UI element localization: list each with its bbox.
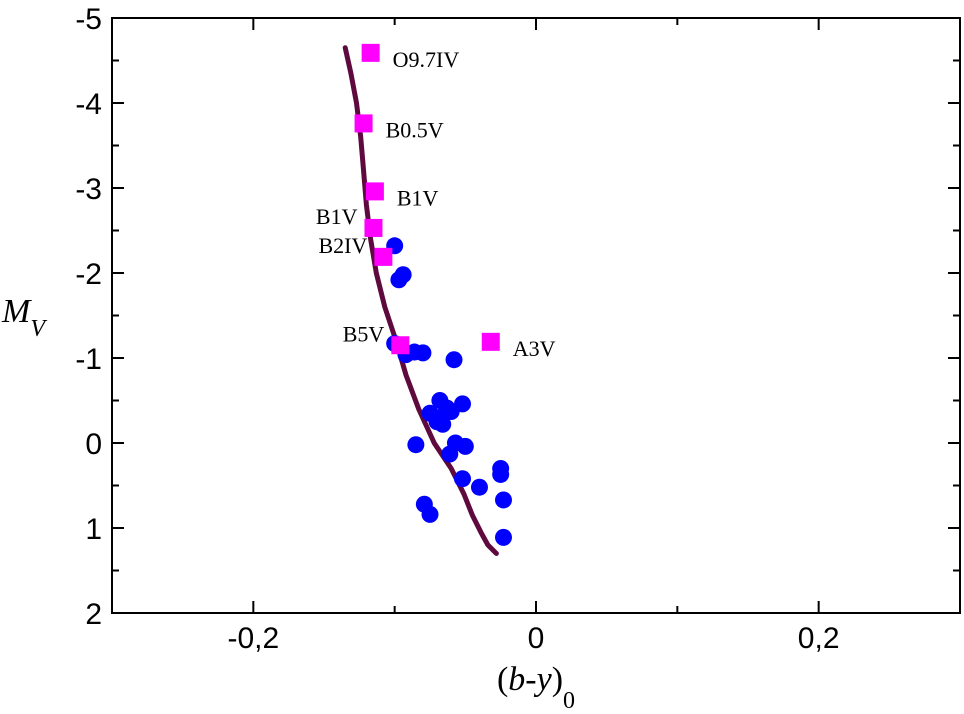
y-tick-label: 0: [85, 428, 102, 461]
x-tick-labels: -0,2 0 0,2: [227, 622, 839, 655]
standard-star-point: [481, 332, 500, 351]
star-point: [414, 344, 432, 362]
standard-star-point: [374, 247, 393, 266]
star-point: [421, 505, 439, 523]
spectral-type-label: B1V: [397, 185, 439, 210]
y-tick-label: -3: [75, 173, 102, 206]
x-tick-label: 0,2: [798, 622, 840, 655]
y-tick-label: -4: [75, 88, 102, 121]
y-tick-label: 1: [85, 513, 102, 546]
y-axis-title: MV: [1, 293, 47, 342]
tick-marks: [111, 17, 961, 614]
y-tick-label: -1: [75, 343, 102, 376]
plot-frame: [111, 17, 961, 614]
standard-labels: O9.7IV B0.5V B1V B1V B2IV B5V A3V: [316, 47, 556, 361]
spectral-type-label: B0.5V: [386, 117, 444, 142]
star-point: [494, 491, 512, 509]
y-tick-label: 2: [85, 598, 102, 631]
star-point: [454, 470, 472, 488]
spectral-type-label: A3V: [513, 336, 556, 361]
standard-star-point: [361, 43, 380, 62]
x-tick-label: -0,2: [227, 622, 279, 655]
spectral-type-label: O9.7IV: [393, 47, 460, 72]
star-point: [445, 351, 463, 369]
star-point: [456, 437, 474, 455]
y-tick-labels: -5 -4 -3 -2 -1 0 1 2: [75, 3, 102, 631]
y-tick-label: -5: [75, 3, 102, 36]
standard-star-point: [364, 218, 383, 237]
star-points: [386, 237, 512, 546]
standard-star-point: [354, 114, 373, 133]
standard-star-points: [354, 43, 500, 355]
spectral-type-label: B5V: [343, 321, 385, 346]
x-axis-title: (b-y)0: [497, 661, 575, 714]
standard-star-point: [391, 336, 410, 355]
y-tick-label: -2: [75, 258, 102, 291]
spectral-type-label: B2IV: [318, 233, 367, 258]
star-point: [390, 271, 408, 289]
star-point: [492, 465, 510, 483]
spectral-type-label: B1V: [316, 204, 358, 229]
x-tick-label: 0: [528, 622, 545, 655]
star-point: [441, 445, 459, 463]
star-point: [407, 436, 425, 454]
star-point: [470, 478, 488, 496]
standard-star-point: [365, 182, 384, 201]
star-point: [428, 413, 446, 431]
star-point: [494, 528, 512, 546]
